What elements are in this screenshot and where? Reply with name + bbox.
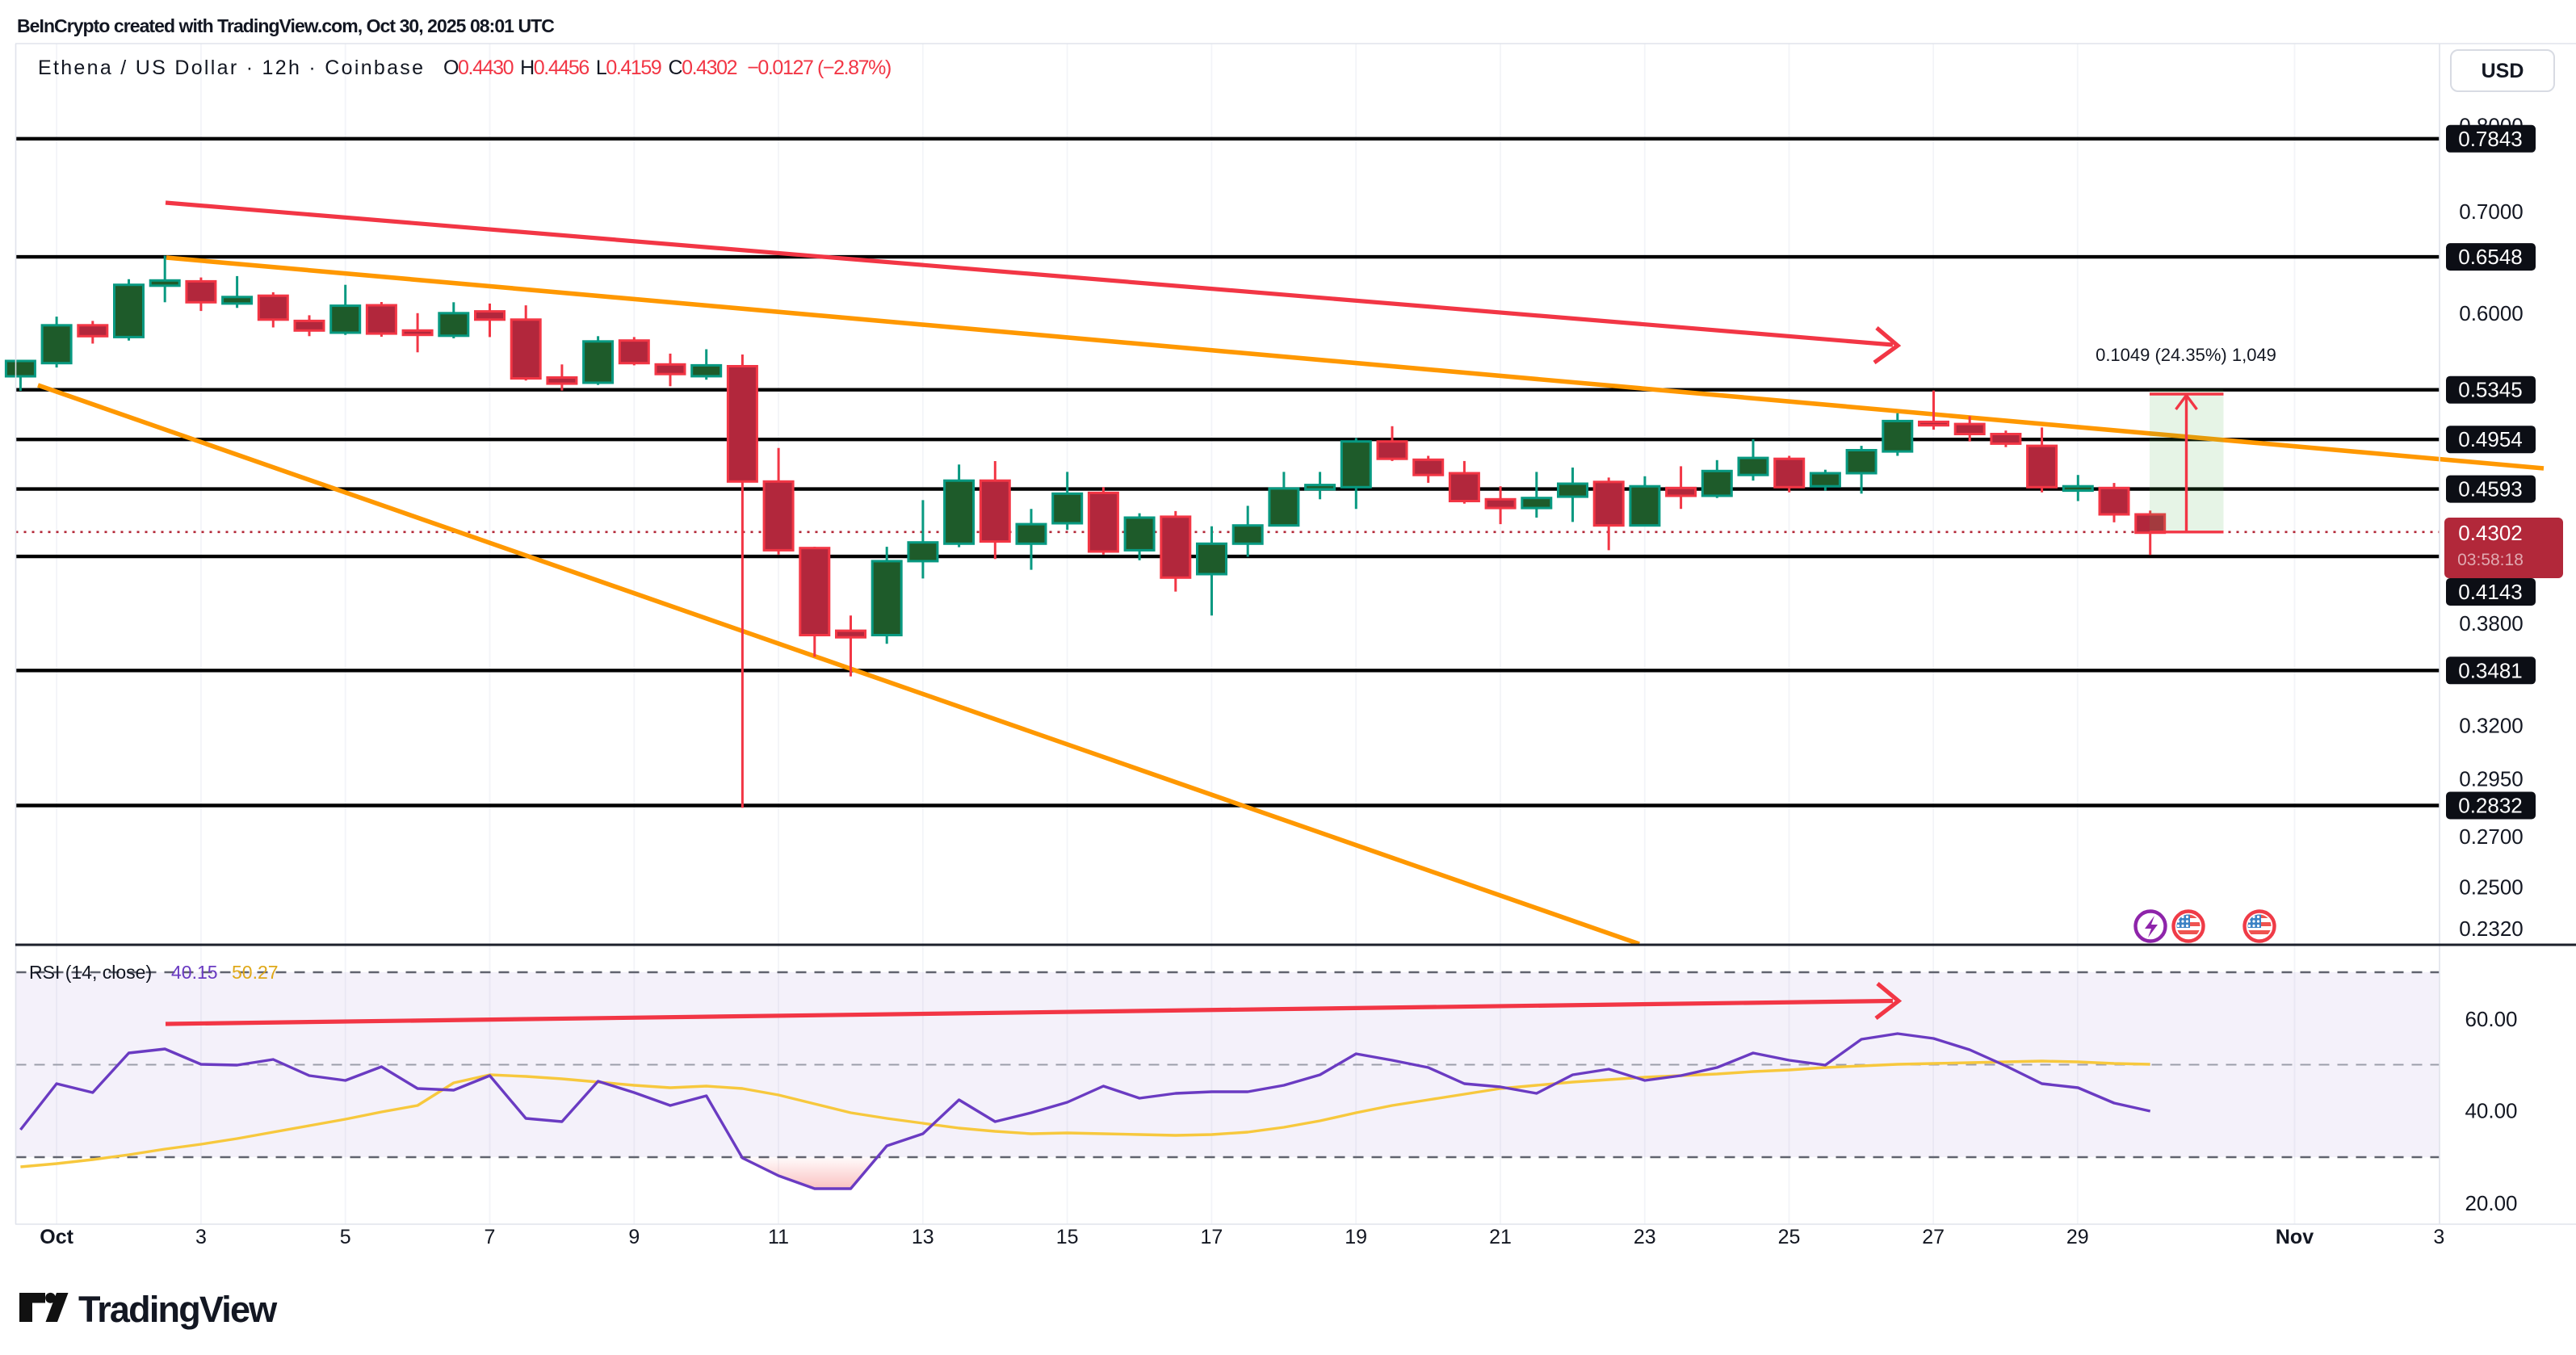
svg-text:03:58:18: 03:58:18 xyxy=(2457,551,2524,569)
svg-text:RSI (14, close): RSI (14, close) xyxy=(29,962,152,983)
svg-text:20.00: 20.00 xyxy=(2465,1191,2517,1215)
svg-text:60.00: 60.00 xyxy=(2465,1007,2517,1031)
svg-text:19: 19 xyxy=(1345,1226,1367,1248)
svg-text:0.4143: 0.4143 xyxy=(2458,580,2523,604)
svg-text:0.5345: 0.5345 xyxy=(2458,378,2523,402)
svg-text:29: 29 xyxy=(2066,1226,2089,1248)
svg-text:21: 21 xyxy=(1489,1226,1512,1248)
svg-text:13: 13 xyxy=(912,1226,934,1248)
svg-text:0.2500: 0.2500 xyxy=(2459,875,2524,900)
svg-text:0.6000: 0.6000 xyxy=(2459,301,2524,325)
svg-text:7: 7 xyxy=(485,1226,496,1248)
svg-text:17: 17 xyxy=(1200,1226,1223,1248)
svg-text:Nov: Nov xyxy=(2276,1226,2314,1248)
svg-text:0.1049 (24.35%) 1,049: 0.1049 (24.35%) 1,049 xyxy=(2096,345,2276,365)
svg-text:5: 5 xyxy=(340,1226,351,1248)
svg-text:0.3200: 0.3200 xyxy=(2459,714,2524,738)
svg-text:USD: USD xyxy=(2482,60,2524,82)
svg-text:15: 15 xyxy=(1056,1226,1079,1248)
svg-text:23: 23 xyxy=(1634,1226,1656,1248)
svg-text:0.7843: 0.7843 xyxy=(2458,127,2523,151)
svg-text:BeInCrypto created with Tradin: BeInCrypto created with TradingView.com,… xyxy=(17,15,554,36)
svg-text:11: 11 xyxy=(768,1226,789,1248)
svg-text:0.4302: 0.4302 xyxy=(2458,521,2523,545)
svg-text:9: 9 xyxy=(628,1226,640,1248)
svg-text:0.4954: 0.4954 xyxy=(2458,427,2523,451)
svg-text:Oct: Oct xyxy=(40,1226,73,1248)
svg-text:3: 3 xyxy=(2433,1226,2444,1248)
svg-text:0.4593: 0.4593 xyxy=(2458,477,2523,501)
svg-text:0.7000: 0.7000 xyxy=(2459,199,2524,224)
svg-text:40.15: 40.15 xyxy=(171,962,218,983)
svg-text:0.6548: 0.6548 xyxy=(2458,245,2523,269)
svg-text:0.2832: 0.2832 xyxy=(2458,794,2523,818)
svg-text:0.2700: 0.2700 xyxy=(2459,824,2524,849)
svg-text:50.27: 50.27 xyxy=(232,962,279,983)
svg-text:0.2950: 0.2950 xyxy=(2459,767,2524,791)
svg-text:0.3800: 0.3800 xyxy=(2459,611,2524,636)
svg-text:Ethena / US Dollar · 12h · Coi: Ethena / US Dollar · 12h · Coinbase xyxy=(38,57,425,79)
svg-text:TradingView: TradingView xyxy=(78,1289,278,1330)
svg-text:27: 27 xyxy=(1922,1226,1945,1248)
svg-text:3: 3 xyxy=(195,1226,207,1248)
svg-text:0.3481: 0.3481 xyxy=(2458,658,2523,682)
svg-text:25: 25 xyxy=(1778,1226,1801,1248)
svg-text:0.2320: 0.2320 xyxy=(2459,917,2524,941)
svg-text:40.00: 40.00 xyxy=(2465,1099,2517,1123)
